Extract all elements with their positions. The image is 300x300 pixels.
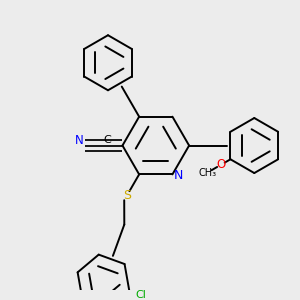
Text: N: N	[174, 169, 184, 182]
Text: Cl: Cl	[135, 290, 146, 300]
Text: S: S	[123, 189, 131, 202]
Text: CH₃: CH₃	[198, 168, 216, 178]
Text: N: N	[75, 134, 84, 147]
Text: O: O	[216, 158, 226, 171]
Text: C: C	[103, 135, 111, 145]
